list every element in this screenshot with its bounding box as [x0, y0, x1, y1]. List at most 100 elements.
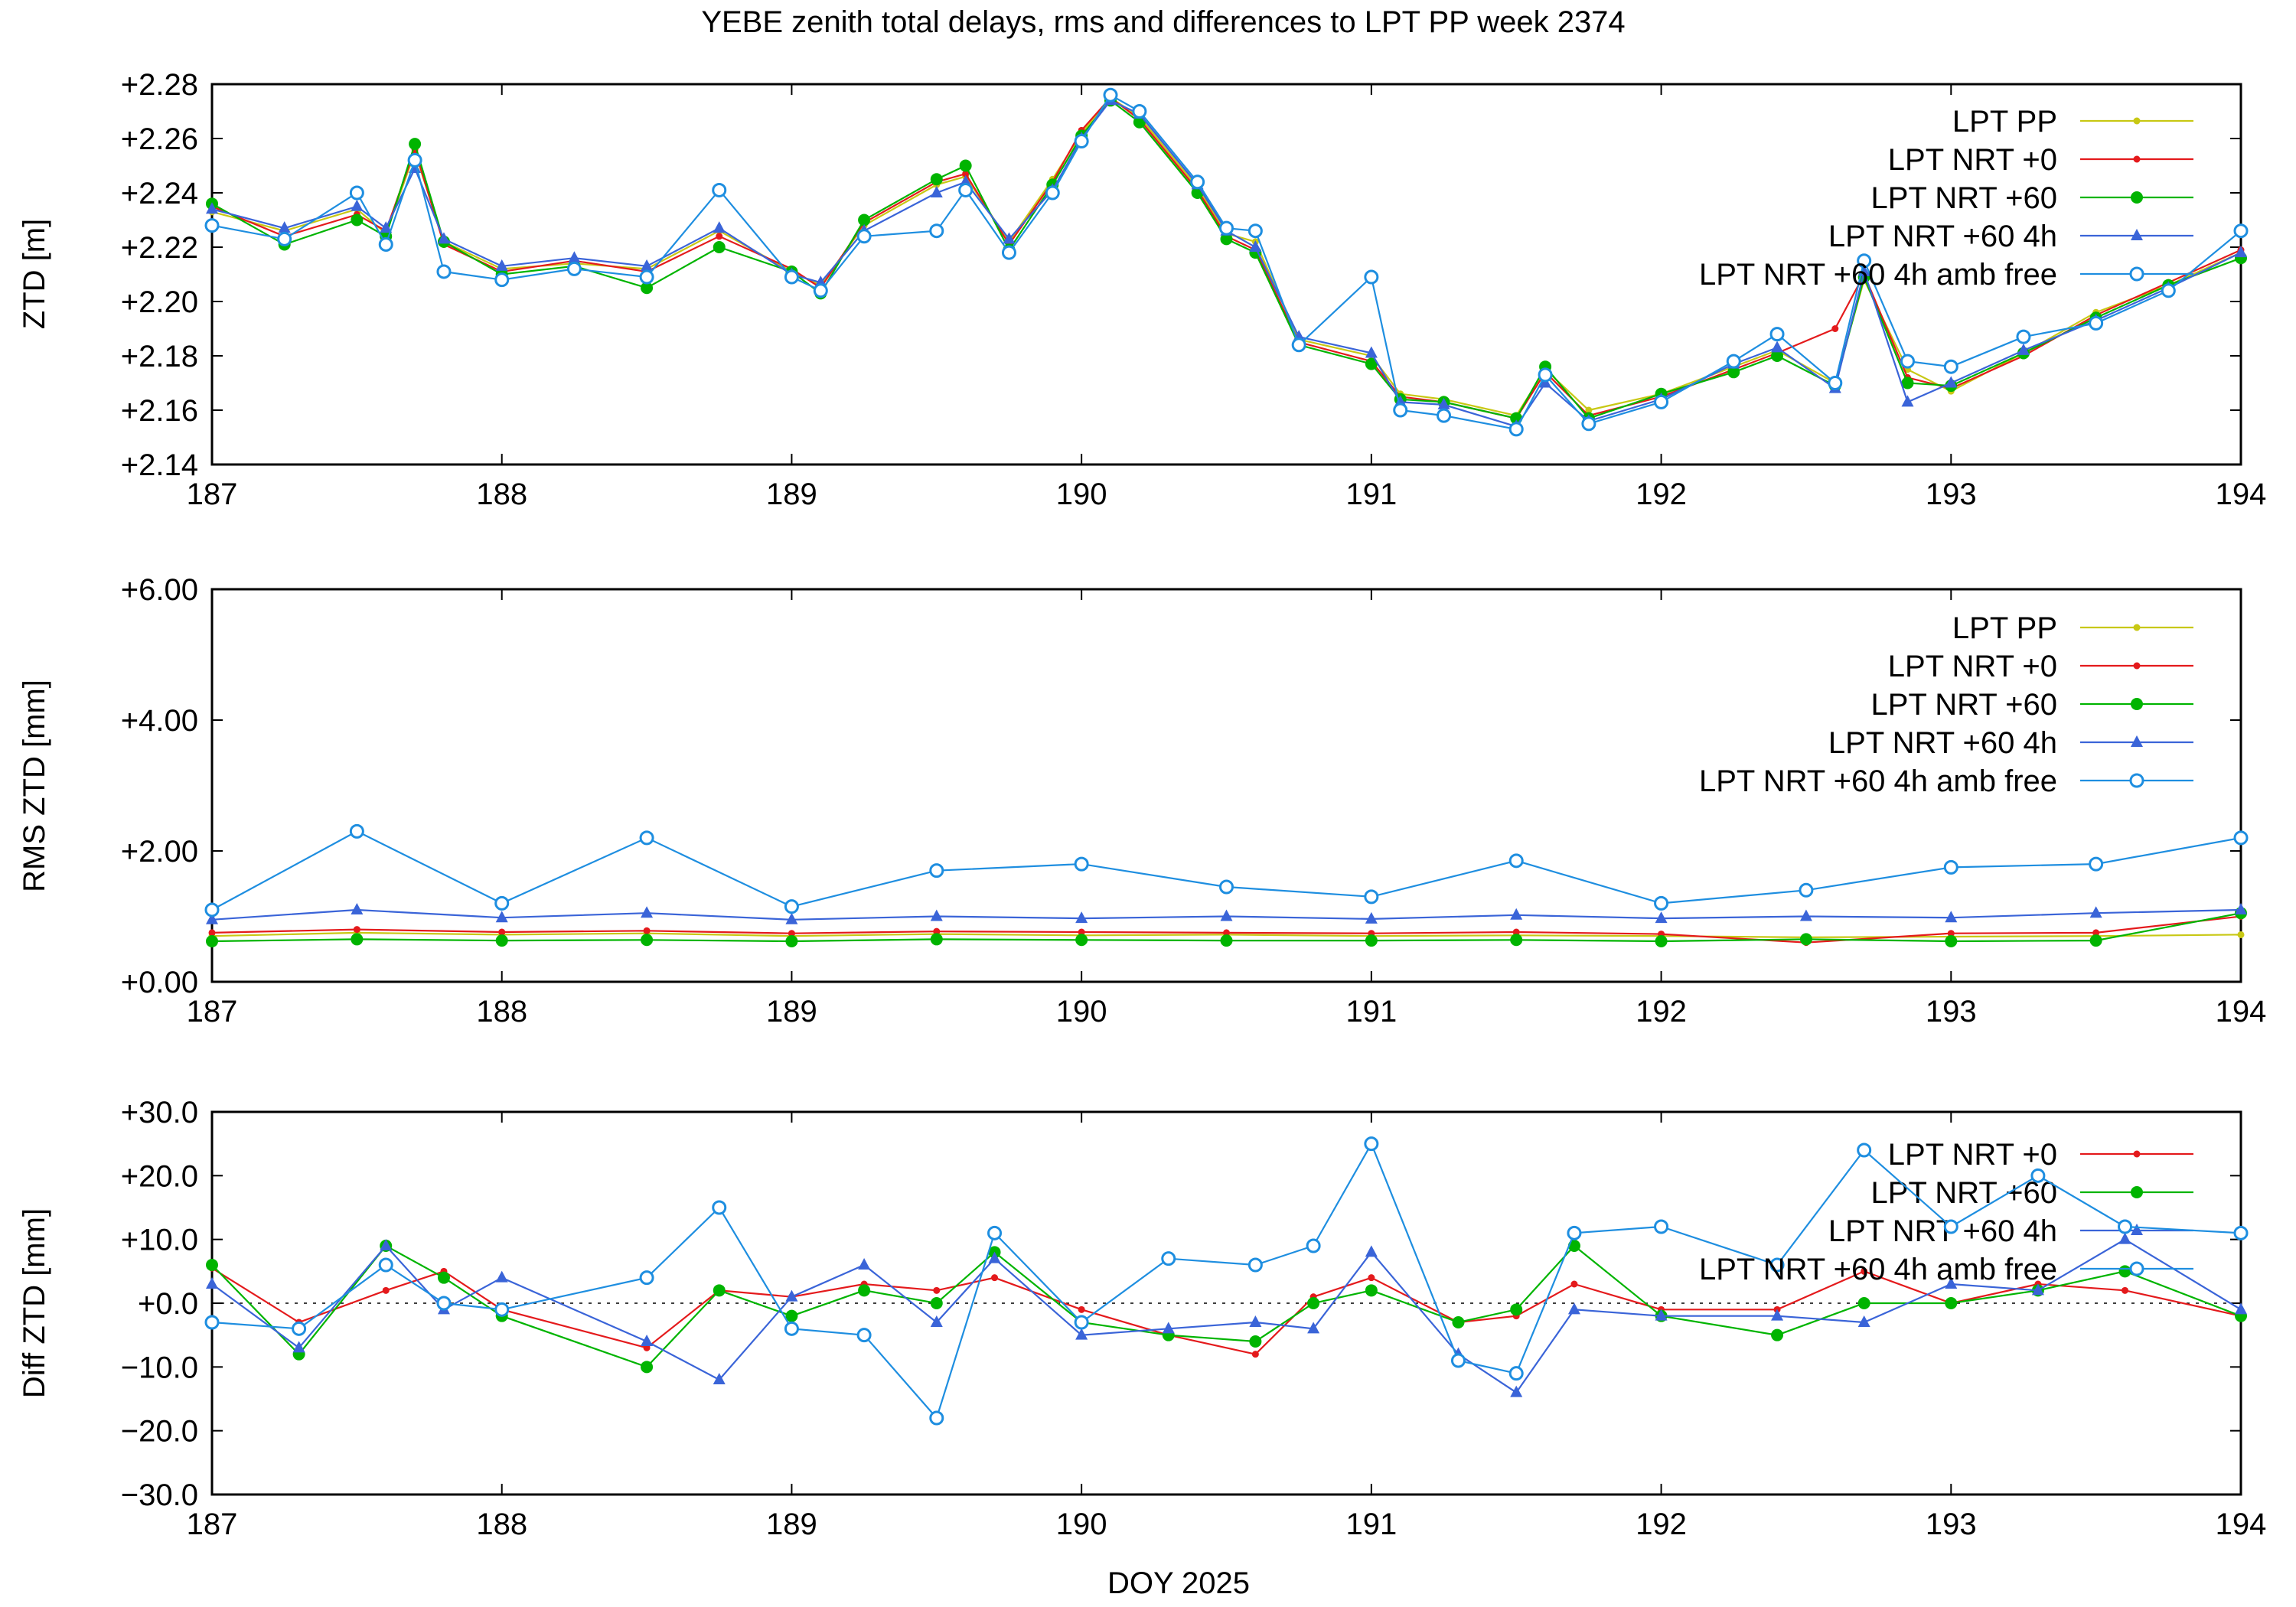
data-point	[641, 259, 654, 271]
data-point	[1799, 909, 1812, 921]
data-point	[1654, 895, 1669, 911]
data-point	[494, 895, 510, 911]
data-point	[1365, 1245, 1378, 1257]
data-point	[353, 926, 360, 934]
data-point	[1570, 1280, 1578, 1288]
diff-y-axis-label: Diff ZTD [mm]	[18, 1208, 51, 1398]
data-point	[987, 1225, 1003, 1240]
x-axis-label: DOY 2025	[1107, 1566, 1250, 1600]
data-point	[643, 927, 651, 934]
data-point	[1307, 1297, 1320, 1309]
data-point	[785, 934, 798, 947]
series-lpt_nrt_0	[208, 913, 2245, 947]
data-point	[494, 1302, 510, 1317]
rms-panel: 187 188 189 190 191 192 193 194 +0.00 +2.00 +4.00 +…	[18, 573, 2266, 1028]
data-point	[1508, 422, 1524, 437]
legend-label: LPT NRT +60 4h	[1828, 220, 2057, 253]
data-point	[858, 1284, 871, 1297]
ztd-x-tick-label: 189	[766, 478, 817, 511]
data-point	[2235, 902, 2247, 914]
series-lpt_nrt_60_4h_amb_free	[204, 87, 2249, 437]
data-point	[858, 214, 871, 227]
data-point	[1220, 233, 1233, 246]
data-point	[2089, 906, 2102, 918]
data-point	[1437, 397, 1450, 409]
data-point	[1074, 1315, 1089, 1330]
data-point	[498, 928, 506, 936]
data-point	[378, 1257, 393, 1273]
data-point	[959, 159, 972, 172]
data-point	[930, 909, 943, 921]
data-point	[1945, 1277, 1958, 1289]
ztd-panel: 187 188 189 190 191 192 193 194 +2.14 +2.16 +2.18 +…	[18, 68, 2266, 511]
diff-x-tick-label: 190	[1056, 1508, 1107, 1541]
legend-marker	[2131, 1224, 2143, 1235]
data-point	[2118, 1265, 2131, 1278]
data-point	[785, 1289, 798, 1302]
data-point	[1365, 1284, 1378, 1297]
data-point	[1247, 223, 1263, 239]
data-point	[278, 221, 291, 233]
data-point	[1655, 1309, 1668, 1321]
data-point	[1365, 357, 1378, 370]
data-point	[929, 223, 944, 239]
data-point	[437, 1271, 450, 1284]
diff-y-tick-label: +30.0	[121, 1096, 198, 1129]
data-point	[1045, 185, 1060, 200]
legend-marker	[2133, 624, 2141, 631]
data-point	[1223, 929, 1230, 937]
legend-marker	[2133, 662, 2141, 670]
rms-y-tick-label: +6.00	[121, 573, 198, 607]
rms-x-tick-label: 190	[1056, 995, 1107, 1028]
ztd-y-tick-label: +2.20	[121, 285, 198, 319]
data-point	[1393, 403, 1408, 418]
rms-x-tick-label: 191	[1345, 995, 1397, 1028]
data-point	[206, 1259, 218, 1271]
ztd-x-tick-label: 193	[1926, 478, 1977, 511]
data-point	[1581, 416, 1596, 432]
diff-x-tick-label: 194	[2216, 1508, 2267, 1541]
data-point	[1769, 1257, 1785, 1273]
diff-y-tick-label: −30.0	[121, 1478, 198, 1512]
data-point	[1364, 269, 1379, 285]
data-point	[1828, 376, 1843, 390]
data-point	[716, 233, 723, 240]
data-point	[380, 1239, 393, 1250]
rms-y-tick-label: +0.00	[121, 966, 198, 999]
data-point	[1251, 1351, 1259, 1358]
data-point	[1861, 1267, 1868, 1275]
data-point	[712, 1200, 727, 1215]
data-point	[1219, 879, 1234, 895]
data-point	[930, 173, 943, 186]
legend-marker	[2131, 698, 2143, 710]
data-point	[1075, 911, 1088, 924]
data-point	[2233, 1225, 2249, 1240]
data-point	[1291, 337, 1306, 353]
data-point	[1075, 1328, 1088, 1340]
data-point	[1654, 394, 1669, 409]
rms-x-tick-label: 188	[476, 995, 527, 1028]
data-point	[641, 934, 654, 947]
data-point	[2161, 283, 2176, 298]
data-point	[206, 934, 218, 947]
data-point	[1001, 245, 1016, 260]
data-point	[292, 1321, 307, 1336]
data-point	[1900, 354, 1915, 369]
data-point	[1132, 104, 1147, 119]
legend-label: LPT NRT +60	[1871, 688, 2057, 722]
diff-y-tick-label: +20.0	[121, 1159, 198, 1193]
data-point	[1307, 1322, 1320, 1334]
data-point	[856, 1328, 872, 1343]
data-point	[1249, 240, 1262, 252]
ztd-x-tick-label: 188	[476, 478, 527, 511]
data-point	[1567, 1302, 1580, 1315]
data-point	[1799, 882, 1814, 898]
data-point	[1133, 116, 1146, 129]
data-point	[2235, 1302, 2247, 1315]
data-point	[1512, 928, 1520, 936]
diff-y-tick-label: +0.0	[138, 1287, 198, 1321]
data-point	[784, 899, 799, 914]
ztd-x-tick-label: 190	[1056, 478, 1107, 511]
data-point	[495, 934, 508, 947]
diff-panel: 187 188 189 190 191 192 193 194 −30.0 −20.0 −10.0 +…	[18, 1096, 2266, 1541]
